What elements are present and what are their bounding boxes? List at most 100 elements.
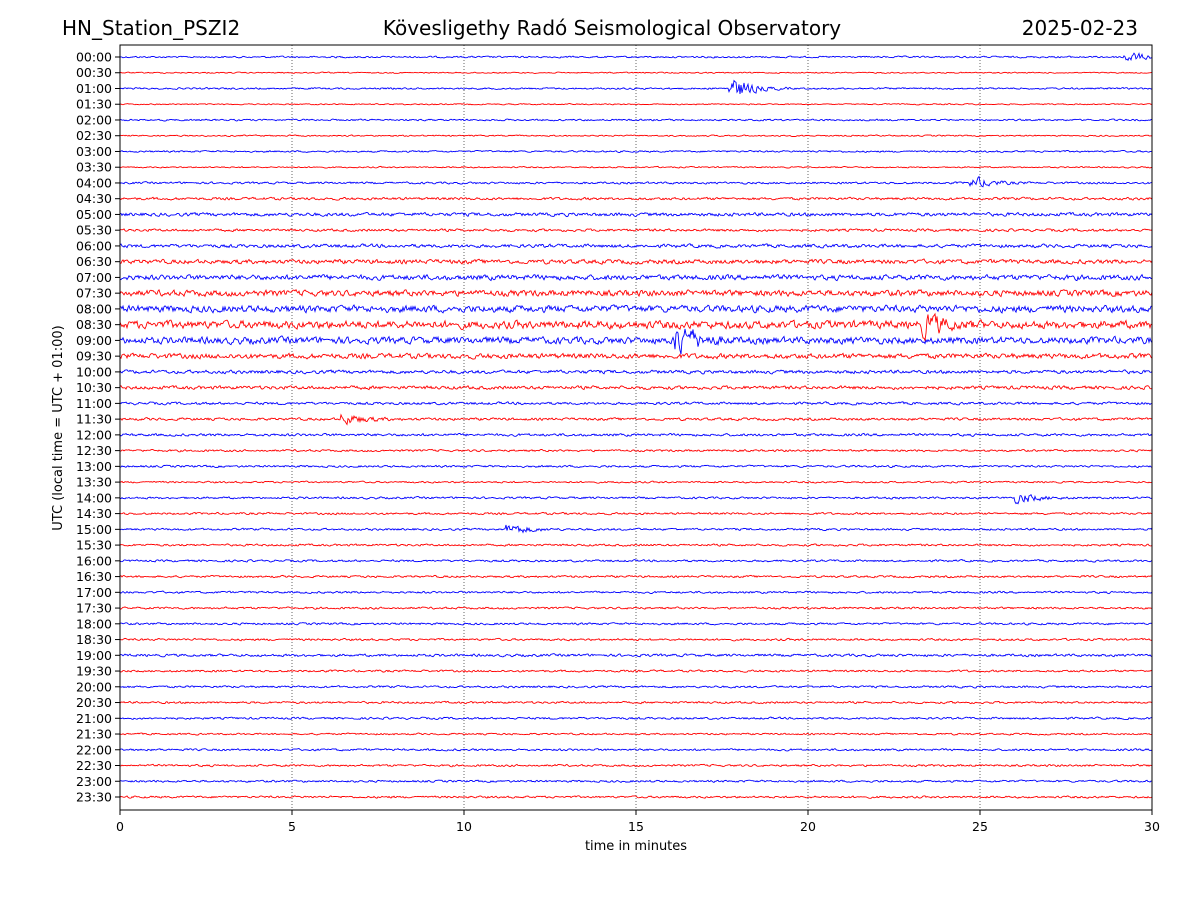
- trace-1630: [119, 574, 1153, 579]
- trace-0700: [119, 273, 1152, 282]
- trace-0430: [119, 196, 1153, 201]
- y-tick-label: 04:30: [76, 191, 112, 206]
- trace-2330: [119, 795, 1153, 799]
- y-tick-label: 18:00: [76, 616, 112, 631]
- grid-lines: [291, 45, 981, 810]
- y-tick-label: 02:00: [76, 112, 112, 127]
- trace-0130: [119, 103, 1153, 106]
- y-tick-label: 09:30: [76, 349, 112, 364]
- trace-1430: [119, 511, 1153, 516]
- trace-1200: [119, 432, 1153, 438]
- trace-1330: [119, 480, 1153, 484]
- y-tick-label: 16:00: [76, 553, 112, 568]
- y-tick-label: 01:30: [76, 97, 112, 112]
- y-tick-label: 23:00: [76, 774, 112, 789]
- y-tick-label: 22:30: [76, 758, 112, 773]
- y-tick-label: 17:00: [76, 585, 112, 600]
- y-tick-label: 11:00: [76, 396, 112, 411]
- trace-2300: [119, 779, 1153, 783]
- y-tick-label: 01:00: [76, 81, 112, 96]
- x-tick-label: 20: [800, 819, 816, 834]
- y-tick-label: 12:30: [76, 443, 112, 458]
- trace-2000: [119, 685, 1153, 689]
- y-tick-label: 00:00: [76, 50, 112, 65]
- y-tick-label: 05:00: [76, 207, 112, 222]
- trace-0530: [119, 228, 1153, 233]
- y-tick-label: 08:00: [76, 301, 112, 316]
- trace-1830: [119, 637, 1153, 642]
- trace-1530: [119, 543, 1153, 547]
- trace-1700: [119, 590, 1153, 595]
- y-tick-label: 03:30: [76, 160, 112, 175]
- trace-0900: [119, 328, 1153, 355]
- trace-0000: [119, 52, 1153, 62]
- y-tick-label: 15:00: [76, 522, 112, 537]
- x-tick-label: 0: [116, 819, 124, 834]
- y-tick-label: 00:30: [76, 65, 112, 80]
- trace-0400: [119, 175, 1153, 188]
- trace-0730: [119, 288, 1153, 298]
- trace-0200: [119, 118, 1153, 122]
- trace-1900: [119, 653, 1153, 658]
- trace-1100: [119, 401, 1153, 406]
- trace-0330: [119, 165, 1152, 169]
- trace-2200: [119, 748, 1153, 752]
- trace-2100: [119, 716, 1153, 721]
- trace-2130: [119, 732, 1153, 736]
- x-tick-label: 30: [1144, 819, 1160, 834]
- trace-1130: [119, 413, 1153, 426]
- trace-0030: [119, 71, 1153, 74]
- trace-0100: [119, 79, 1153, 94]
- y-tick-label: 11:30: [76, 412, 112, 427]
- trace-0630: [119, 258, 1153, 265]
- x-tick-label: 5: [288, 819, 296, 834]
- trace-1800: [119, 622, 1153, 626]
- x-tick-label: 15: [628, 819, 644, 834]
- trace-1230: [120, 448, 1153, 453]
- y-tick-label: 05:30: [76, 223, 112, 238]
- y-tick-label: 08:30: [76, 317, 112, 332]
- trace-1400: [119, 493, 1153, 505]
- y-tick-label: 13:30: [76, 475, 112, 490]
- y-tick-label: 02:30: [76, 128, 112, 143]
- trace-0930: [119, 352, 1153, 360]
- y-tick-label: 19:00: [76, 648, 112, 663]
- y-tick-label: 20:00: [76, 679, 112, 694]
- station-title: HN_Station_PSZI2: [62, 16, 240, 40]
- trace-0500: [119, 211, 1153, 218]
- trace-1030: [119, 385, 1153, 391]
- y-axis: 00:0000:3001:0001:3002:0002:3003:0003:30…: [76, 50, 120, 805]
- x-tick-label: 25: [972, 819, 988, 834]
- date-title: 2025-02-23: [1022, 16, 1138, 40]
- y-tick-label: 12:00: [76, 427, 112, 442]
- trace-1500: [119, 524, 1153, 534]
- y-tick-label: 17:30: [76, 601, 112, 616]
- y-tick-label: 21:30: [76, 727, 112, 742]
- y-tick-label: 03:00: [76, 144, 112, 159]
- trace-1730: [119, 606, 1153, 610]
- y-tick-label: 06:00: [76, 238, 112, 253]
- y-tick-label: 18:30: [76, 632, 112, 647]
- trace-0800: [119, 304, 1153, 314]
- trace-0830: [119, 312, 1153, 343]
- y-tick-label: 23:30: [76, 790, 112, 805]
- x-axis: 0 5 10 15 20 25 30: [116, 810, 1160, 834]
- y-tick-label: 06:30: [76, 254, 112, 269]
- x-axis-label: time in minutes: [585, 839, 687, 854]
- trace-1930: [119, 669, 1153, 673]
- y-tick-label: 14:30: [76, 506, 112, 521]
- y-tick-label: 16:30: [76, 569, 112, 584]
- y-tick-label: 07:00: [76, 270, 112, 285]
- x-tick-label: 10: [456, 819, 472, 834]
- y-tick-label: 04:00: [76, 175, 112, 190]
- y-tick-label: 20:30: [76, 695, 112, 710]
- y-tick-label: 09:00: [76, 333, 112, 348]
- trace-0300: [119, 149, 1153, 154]
- trace-1000: [119, 369, 1153, 375]
- trace-0600: [119, 243, 1153, 249]
- y-tick-label: 22:00: [76, 742, 112, 757]
- y-tick-label: 07:30: [76, 286, 112, 301]
- y-axis-label: UTC (local time = UTC + 01:00): [51, 325, 66, 530]
- y-tick-label: 10:00: [76, 364, 112, 379]
